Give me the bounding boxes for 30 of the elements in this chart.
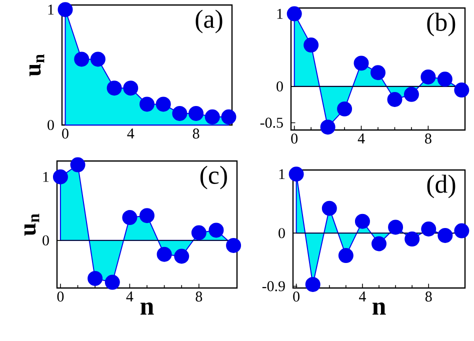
y-tick-label: 1 — [279, 169, 285, 180]
x-tick-label: 8 — [196, 292, 202, 302]
x-tick-label: 8 — [425, 292, 432, 302]
y-tick-label: 1 — [277, 8, 283, 19]
y-tick-label: -0.5 — [260, 118, 283, 128]
x-axis-title: n — [140, 302, 154, 315]
annotation: (b) — [427, 12, 456, 36]
x-tick-label: 4 — [359, 292, 366, 302]
x-tick-label: 8 — [425, 134, 432, 144]
x-tick-label: 4 — [127, 128, 134, 138]
y-axis-title: u$_{n}$ — [29, 54, 44, 76]
y-tick-label: 1 — [43, 172, 49, 182]
y-tick-label: 0 — [278, 228, 285, 238]
annotation: (d) — [427, 174, 456, 198]
x-tick-label: 0 — [291, 134, 298, 144]
y-tick-label: -0.9 — [262, 281, 285, 292]
y-tick-label: 0 — [48, 120, 54, 130]
annotation: (c) — [200, 166, 227, 190]
x-tick-label: 4 — [126, 292, 134, 302]
x-axis-title: n — [372, 302, 386, 315]
y-tick-label: 1 — [48, 4, 54, 15]
y-axis-title: u$_{n}$ — [24, 214, 40, 236]
x-tick-label: 0 — [57, 292, 64, 302]
x-tick-label: 0 — [293, 292, 300, 302]
x-tick-label: 4 — [358, 134, 365, 144]
y-tick-label: 0 — [42, 235, 49, 246]
x-tick-label: 0 — [62, 128, 68, 139]
y-tick-label: 0 — [276, 81, 283, 92]
annotation: (a) — [196, 10, 222, 34]
x-tick-label: 8 — [192, 128, 200, 139]
